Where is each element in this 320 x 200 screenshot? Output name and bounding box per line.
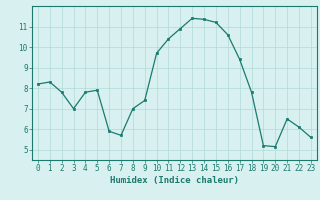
X-axis label: Humidex (Indice chaleur): Humidex (Indice chaleur) (110, 176, 239, 185)
